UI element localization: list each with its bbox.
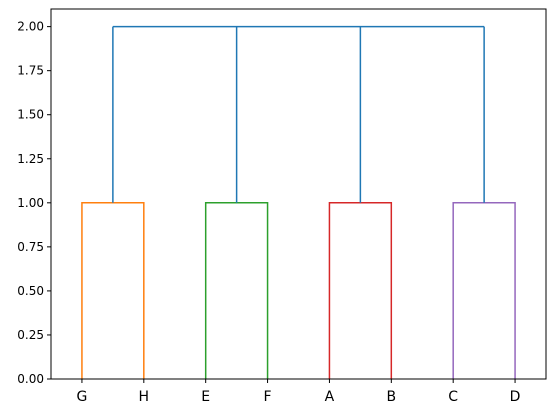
y-tick-label: 0.75 (17, 240, 44, 254)
y-tick-label: 1.75 (17, 64, 44, 78)
y-tick-label: 0.50 (17, 284, 44, 298)
leaf-label-G: G (77, 389, 88, 405)
y-tick-label: 1.00 (17, 196, 44, 210)
cluster-link-ab (328, 202, 393, 379)
leaf-label-E: E (201, 389, 210, 405)
cluster-link-gh (81, 202, 145, 379)
leaf-label-F: F (264, 389, 272, 405)
y-tick-label: 1.50 (17, 108, 44, 122)
y-axis: 0.00 0.25 0.50 0.75 1.00 1.25 1.50 1.75 2.00 (17, 20, 51, 386)
leaf-label-D: D (510, 389, 521, 405)
y-tick-label: 0.00 (17, 372, 44, 386)
cluster-link-ef (204, 202, 269, 379)
plot-frame (50, 8, 547, 380)
y-tick-label: 0.25 (17, 328, 44, 342)
dendrogram-links (81, 25, 516, 379)
leaf-label-C: C (448, 389, 458, 405)
leaf-label-H: H (139, 389, 150, 405)
y-tick-label: 2.00 (17, 20, 44, 34)
y-tick-label: 1.25 (17, 152, 44, 166)
leaf-label-B: B (387, 389, 397, 405)
leaf-label-A: A (325, 389, 335, 405)
cluster-link-cd (452, 202, 516, 379)
